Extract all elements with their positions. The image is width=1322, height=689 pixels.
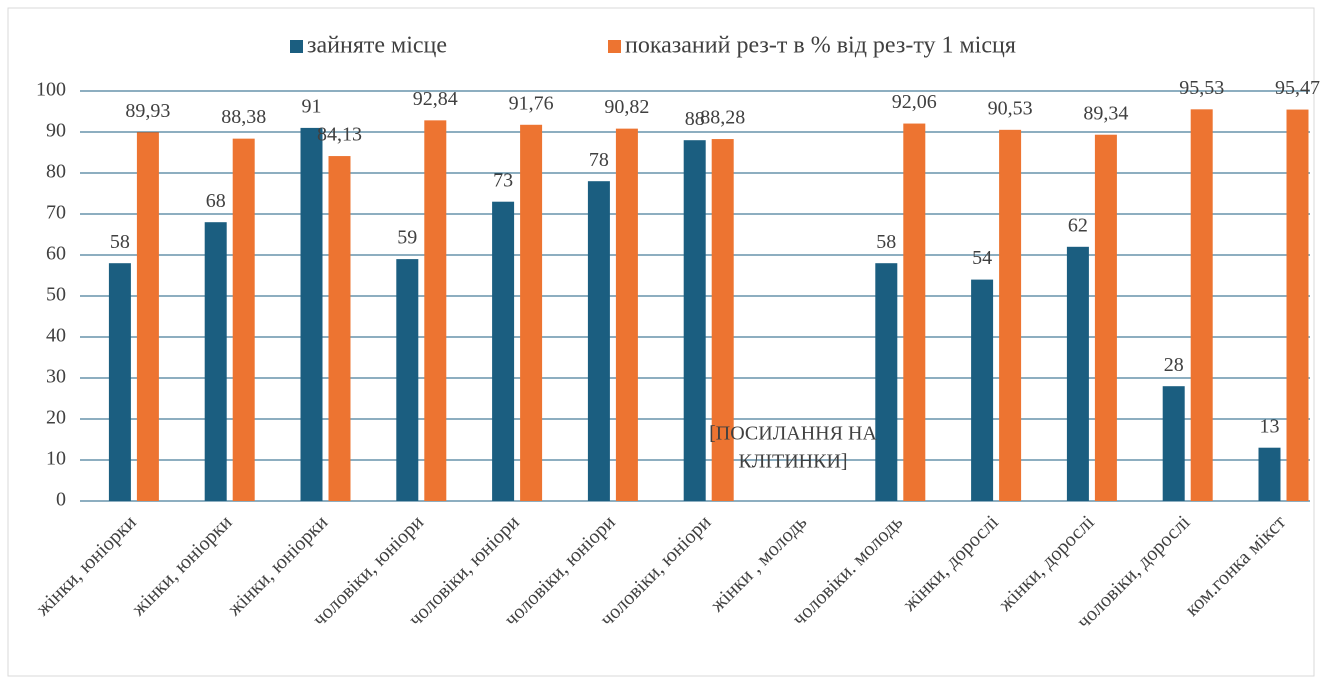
bar <box>136 132 159 502</box>
bar <box>1190 109 1213 502</box>
y-tick-label: 90 <box>46 120 66 142</box>
bar <box>903 123 926 501</box>
y-tick-label: 50 <box>46 284 66 306</box>
annotation: [ПОСИЛАННЯ НА <box>709 423 877 445</box>
bar <box>108 263 131 501</box>
data-label: 88,38 <box>221 106 266 128</box>
bar <box>328 156 351 501</box>
bar <box>1094 134 1117 501</box>
y-tick-label: 60 <box>46 243 66 265</box>
legend-label: показаний рез-т в % від рез-ту 1 місця <box>625 33 1016 59</box>
bar <box>711 139 734 501</box>
data-label: 90,53 <box>988 97 1033 119</box>
bar <box>232 138 255 501</box>
legend-swatch <box>290 40 303 53</box>
bar <box>520 124 543 501</box>
y-tick-label: 10 <box>46 448 66 470</box>
data-label: 58 <box>110 231 130 253</box>
data-label: 92,06 <box>892 91 937 113</box>
data-label: 95,53 <box>1179 77 1224 99</box>
data-label: 28 <box>1164 354 1184 376</box>
data-label: 95,47 <box>1275 77 1320 99</box>
data-label: 59 <box>397 227 417 249</box>
data-label: 62 <box>1068 214 1088 236</box>
y-tick-label: 70 <box>46 202 66 224</box>
y-tick-label: 80 <box>46 161 66 183</box>
bar <box>875 263 898 501</box>
bar <box>971 279 994 501</box>
bar <box>1258 447 1281 501</box>
data-label: 73 <box>493 169 513 191</box>
y-tick-label: 30 <box>46 366 66 388</box>
bar <box>424 120 447 501</box>
bar <box>204 222 227 501</box>
data-label: 88,28 <box>700 107 745 129</box>
legend-label: зайняте місце <box>307 33 447 59</box>
data-label: 90,82 <box>604 96 649 118</box>
bar <box>396 259 419 501</box>
legend-swatch <box>608 40 621 53</box>
bar <box>587 181 610 501</box>
data-label: 13 <box>1260 415 1280 437</box>
bar <box>492 201 515 501</box>
y-tick-label: 100 <box>36 79 66 101</box>
data-label: 89,93 <box>125 100 170 122</box>
bar <box>615 128 638 501</box>
data-label: 78 <box>589 149 609 171</box>
data-label: 54 <box>972 247 992 269</box>
data-label: 91,76 <box>509 92 554 114</box>
data-label: 92,84 <box>413 88 458 110</box>
y-tick-label: 40 <box>46 325 66 347</box>
bar <box>999 129 1022 501</box>
data-label: 84,13 <box>317 124 362 146</box>
data-label: 68 <box>206 190 226 212</box>
y-tick-label: 0 <box>56 489 66 511</box>
bar <box>1066 246 1089 501</box>
bar <box>1286 109 1309 501</box>
y-tick-label: 20 <box>46 407 66 429</box>
data-label: 89,34 <box>1083 102 1128 124</box>
bar <box>683 140 706 501</box>
data-label: 58 <box>876 231 896 253</box>
data-label: 91 <box>302 95 322 117</box>
bar <box>1162 386 1185 501</box>
bar <box>300 127 323 502</box>
data-label: 88 <box>685 108 705 130</box>
annotation: КЛІТИНКИ] <box>738 451 847 473</box>
